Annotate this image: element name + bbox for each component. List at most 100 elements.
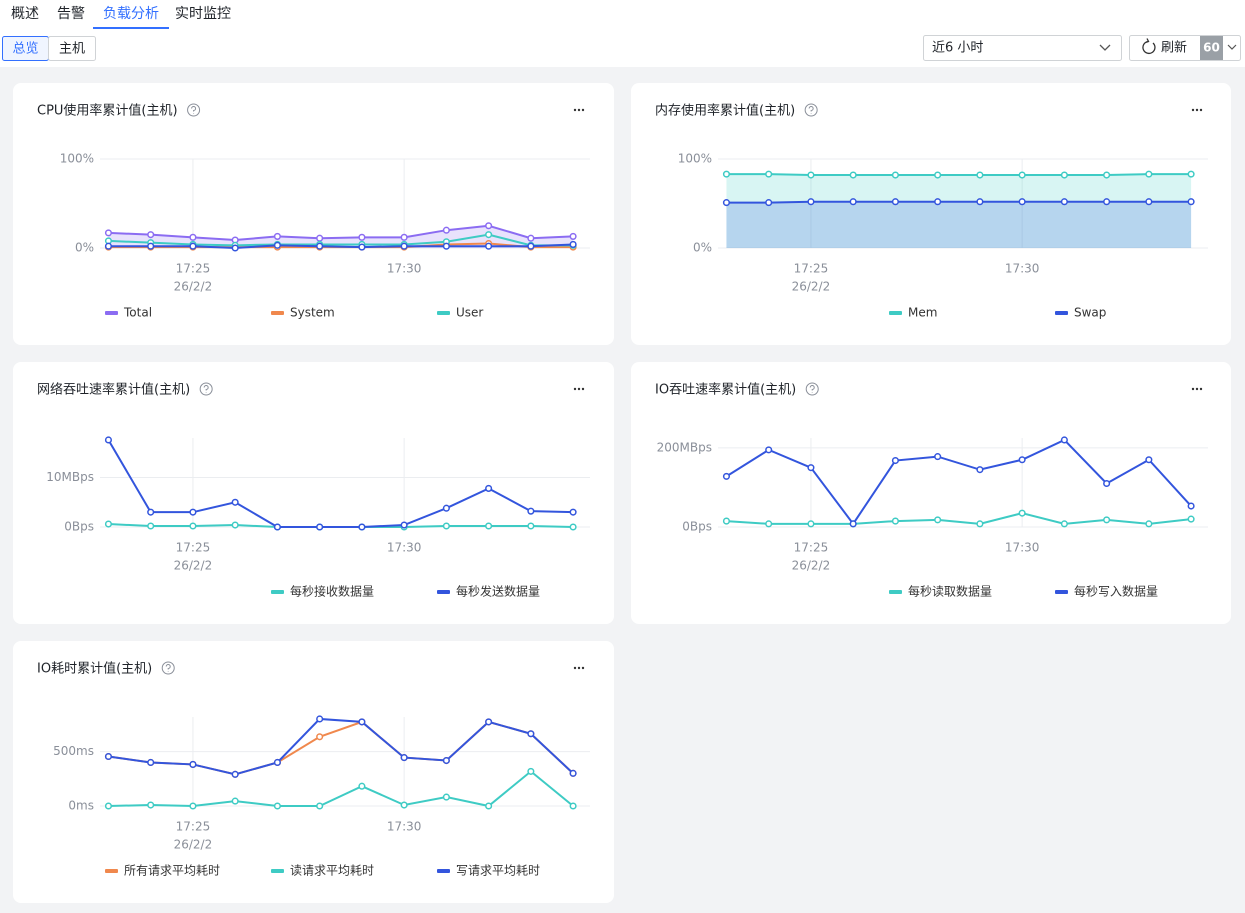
legend-swatch[interactable] <box>105 869 118 873</box>
card-background <box>13 362 614 624</box>
x-tick-sublabel: 26/2/2 <box>792 280 831 294</box>
tab[interactable]: 负载分析 <box>103 6 159 22</box>
legend-swatch[interactable] <box>1055 311 1068 315</box>
data-point <box>1060 171 1068 179</box>
more-icon-dot[interactable] <box>1195 108 1199 112</box>
legend-swatch[interactable] <box>889 590 902 594</box>
legend-label[interactable]: 每秒发送数据量 <box>456 584 540 599</box>
legend-swatch[interactable] <box>437 869 450 873</box>
data-point <box>807 171 815 179</box>
data-point <box>569 508 577 516</box>
legend-label[interactable]: Swap <box>1074 306 1106 320</box>
more-icon-dot[interactable] <box>577 666 581 670</box>
more-icon-dot[interactable] <box>581 387 585 391</box>
data-point <box>147 801 155 809</box>
legend-label[interactable]: User <box>456 306 483 320</box>
more-icon-dot[interactable] <box>581 108 585 112</box>
chart-card: 网络吞吐速率累计值(主机) 0Bps 10MBps 17:25 26/2/2 17:30 每… <box>13 362 614 624</box>
data-point <box>400 242 408 250</box>
data-point <box>273 802 281 810</box>
y-tick-label: 0ms <box>68 799 94 813</box>
tab[interactable]: 告警 <box>57 6 85 22</box>
legend-label[interactable]: 每秒读取数据量 <box>908 584 992 599</box>
data-point <box>891 198 899 206</box>
legend-label[interactable]: System <box>290 306 335 320</box>
tab[interactable]: 实时监控 <box>175 6 231 22</box>
legend-swatch[interactable] <box>889 311 902 315</box>
select-chevron <box>1099 44 1111 51</box>
help-icon[interactable] <box>161 661 175 675</box>
legend-swatch[interactable] <box>437 590 450 594</box>
data-point <box>189 508 197 516</box>
more-icon-dot[interactable] <box>577 108 581 112</box>
more-icon-dot[interactable] <box>1199 387 1203 391</box>
data-point <box>442 504 450 512</box>
data-point <box>527 522 535 530</box>
more-icon-dot[interactable] <box>1199 108 1203 112</box>
data-point <box>807 464 815 472</box>
data-point <box>231 770 239 778</box>
tab[interactable]: 概述 <box>11 6 39 22</box>
legend-label[interactable]: 写请求平均耗时 <box>456 864 540 878</box>
legend-label[interactable]: 所有请求平均耗时 <box>124 864 220 878</box>
data-point <box>147 758 155 767</box>
more-icon-dot[interactable] <box>573 666 577 670</box>
data-point <box>189 760 197 768</box>
legend-swatch[interactable] <box>271 869 284 873</box>
data-point <box>1187 515 1195 523</box>
help-icon[interactable] <box>804 103 818 117</box>
legend-label[interactable]: 每秒写入数据量 <box>1074 584 1158 599</box>
data-point <box>1145 198 1153 206</box>
view-button[interactable] <box>48 36 96 61</box>
data-point <box>569 232 577 240</box>
data-point <box>934 171 942 179</box>
data-point <box>189 802 197 810</box>
data-point <box>485 718 493 726</box>
series-line <box>108 243 574 250</box>
data-point <box>1145 456 1153 464</box>
time-range-select[interactable] <box>923 35 1122 61</box>
data-point <box>189 242 197 250</box>
refresh-label: 刷新 <box>1161 40 1187 56</box>
data-point <box>1018 171 1026 179</box>
data-point <box>891 171 899 179</box>
more-icon-dot[interactable] <box>573 387 577 391</box>
help-icon[interactable] <box>805 382 819 396</box>
x-tick-label: 17:25 <box>176 541 211 555</box>
legend-swatch[interactable] <box>437 311 450 315</box>
data-point <box>316 242 324 250</box>
data-point <box>442 226 450 234</box>
chart-card: IO吞吐速率累计值(主机) 0Bps 200MBps 17:25 26/2/2 17:30… <box>631 362 1231 624</box>
legend-label[interactable]: Total <box>123 306 152 320</box>
legend-label[interactable]: 每秒接收数据量 <box>290 584 374 599</box>
legend-label[interactable]: 读请求平均耗时 <box>290 864 374 878</box>
x-tick-label: 17:30 <box>387 820 422 834</box>
legend-swatch[interactable] <box>1055 590 1068 594</box>
more-icon-dot[interactable] <box>1191 387 1195 391</box>
more-icon-dot[interactable] <box>573 108 577 112</box>
series-area <box>726 201 1192 248</box>
legend-swatch[interactable] <box>271 590 284 594</box>
data-point <box>442 793 450 801</box>
data-point <box>976 466 984 474</box>
legend-swatch[interactable] <box>105 311 118 315</box>
x-tick-label: 17:25 <box>176 262 211 276</box>
data-point <box>1103 516 1111 524</box>
help-icon[interactable] <box>199 382 213 396</box>
more-icon-dot[interactable] <box>1191 108 1195 112</box>
card-background <box>631 362 1231 624</box>
data-point <box>1103 171 1111 179</box>
interval-chevron[interactable] <box>1227 44 1237 50</box>
more-icon-dot[interactable] <box>1195 387 1199 391</box>
more-icon-dot[interactable] <box>581 666 585 670</box>
x-tick-label: 17:30 <box>387 541 422 555</box>
data-point <box>849 171 857 179</box>
help-icon[interactable] <box>187 103 201 117</box>
y-tick-label: 100% <box>60 152 94 166</box>
data-point <box>569 802 577 810</box>
legend-label[interactable]: Mem <box>908 306 937 320</box>
legend-swatch[interactable] <box>271 311 284 315</box>
data-point <box>358 782 366 790</box>
more-icon-dot[interactable] <box>577 387 581 391</box>
data-point <box>527 507 535 515</box>
